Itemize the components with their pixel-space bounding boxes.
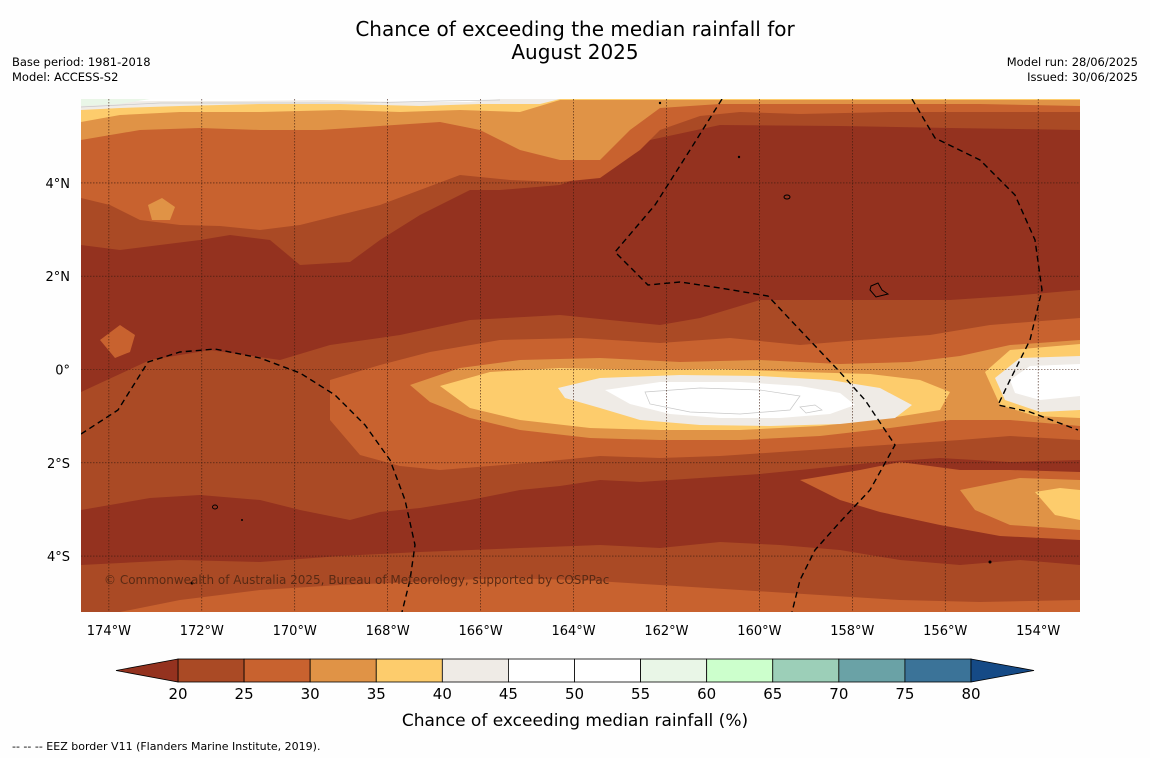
colorbar-cell (838, 658, 906, 683)
band-45-55-east (1010, 364, 1080, 400)
colorbar-cell (375, 658, 443, 683)
lon-tick-label: 166°W (459, 624, 503, 639)
colorbar-cell (904, 658, 972, 683)
colorbar-under-arrow (115, 658, 179, 683)
patch-25-30-west (100, 325, 135, 358)
patch-30-35-small (148, 198, 175, 220)
lon-tick-label: 174°W (87, 624, 131, 639)
colorbar-over-arrow (970, 658, 1035, 683)
colorbar-cell (772, 658, 840, 683)
lon-tick-label: 154°W (1016, 624, 1060, 639)
colorbar-tick-label: 20 (168, 685, 187, 703)
lon-tick-label: 168°W (366, 624, 410, 639)
contour-line-north (81, 99, 501, 108)
contour-line-white-2 (799, 404, 823, 414)
island-3 (737, 155, 741, 159)
model-text: Model: ACCESS-S2 (12, 70, 119, 84)
lat-tick-label: 4°N (46, 177, 71, 192)
band-30-35-north (81, 99, 1080, 160)
colorbar-cell (508, 658, 575, 683)
colorbar-tick-label: 75 (895, 685, 914, 703)
model-run-text: Model run: 28/06/2025 (1006, 55, 1138, 69)
band-55-60-northwest (81, 99, 150, 106)
patch-35-40-southeast (1035, 488, 1080, 520)
title-line-1: Chance of exceeding the median rainfall … (355, 17, 795, 41)
eez-border-line-islands (614, 99, 896, 612)
colorbar-tick-label: 50 (565, 685, 584, 703)
island-1 (783, 194, 791, 200)
colorbar-cell (640, 658, 708, 683)
meta-left: Base period: 1981-2018 Model: ACCESS-S2 (12, 55, 151, 85)
island-5 (212, 504, 218, 510)
title-line-2: August 2025 (511, 40, 639, 64)
colorbar-cell (243, 658, 311, 683)
band-25-30-south (120, 578, 1080, 612)
colorbar-tick-label: 65 (763, 685, 782, 703)
colorbar: 20 25 30 35 40 45 50 55 60 65 70 75 80 Chance of exc… (115, 658, 1035, 731)
colorbar-cell (574, 658, 641, 683)
island-7 (190, 581, 194, 585)
lat-tick-label: 2°N (46, 270, 71, 285)
lat-tick-label: 4°S (47, 550, 70, 565)
meta-right: Model run: 28/06/2025 Issued: 30/06/2025 (1007, 55, 1138, 85)
map-title: Chance of exceeding the median rainfall … (0, 18, 1150, 64)
lon-tick-label: 160°W (737, 624, 781, 639)
colorbar-tick-label: 25 (235, 685, 254, 703)
lon-tick-label: 172°W (180, 624, 224, 639)
band-45-55-equator (605, 382, 855, 418)
colorbar-tick-label: 70 (829, 685, 848, 703)
colorbar-tick-label: 55 (631, 685, 650, 703)
colorbar-tick-label: 45 (499, 685, 518, 703)
colorbar-title: Chance of exceeding median rainfall (%) (402, 711, 748, 731)
eez-border-phoenix (81, 348, 416, 612)
lon-tick-label: 162°W (644, 624, 688, 639)
copyright-text: © Commonwealth of Australia 2025, Bureau… (104, 573, 609, 587)
colorbar-tick-label: 40 (433, 685, 452, 703)
latitude-tick-labels: 4°N 2°N 0° 2°S 4°S (46, 177, 71, 565)
island-8 (988, 560, 992, 564)
colorbar-cell (177, 658, 245, 683)
rainfall-contour-field: © Commonwealth of Australia 2025, Bureau… (81, 99, 1080, 612)
lon-tick-label: 158°W (830, 624, 874, 639)
colorbar-tick-label: 60 (697, 685, 716, 703)
island-2 (869, 282, 890, 298)
eez-border-east (911, 99, 1079, 431)
colorbar-tick-labels: 20 25 30 35 40 45 50 55 60 65 70 75 80 (168, 685, 980, 703)
band-25-30-north (81, 99, 1080, 230)
longitude-tick-labels: 174°W 172°W 170°W 168°W 166°W 164°W 162°W 160°W… (87, 624, 1061, 639)
colorbar-cells (177, 658, 972, 683)
lon-tick-label: 164°W (551, 624, 595, 639)
lat-tick-label: 0° (55, 363, 70, 378)
contour-line-white-1 (644, 387, 801, 415)
graticule (81, 99, 1080, 612)
colorbar-cell (309, 658, 377, 683)
island-4 (658, 101, 662, 105)
band-35-40-north (81, 99, 1080, 122)
colorbar-cell (706, 658, 774, 683)
lon-tick-label: 170°W (273, 624, 317, 639)
base-period-text: Base period: 1981-2018 (12, 55, 151, 69)
lat-tick-label: 2°S (47, 457, 70, 472)
island-6 (241, 519, 243, 521)
eez-footnote: -- -- -- EEZ border V11 (Flanders Marine… (12, 740, 321, 753)
band-45-55-north (81, 99, 500, 102)
issued-text: Issued: 30/06/2025 (1027, 70, 1138, 84)
colorbar-tick-label: 35 (367, 685, 386, 703)
colorbar-cell (441, 658, 509, 683)
lon-tick-label: 156°W (923, 624, 967, 639)
colorbar-tick-label: 80 (961, 685, 980, 703)
colorbar-tick-label: 30 (301, 685, 320, 703)
